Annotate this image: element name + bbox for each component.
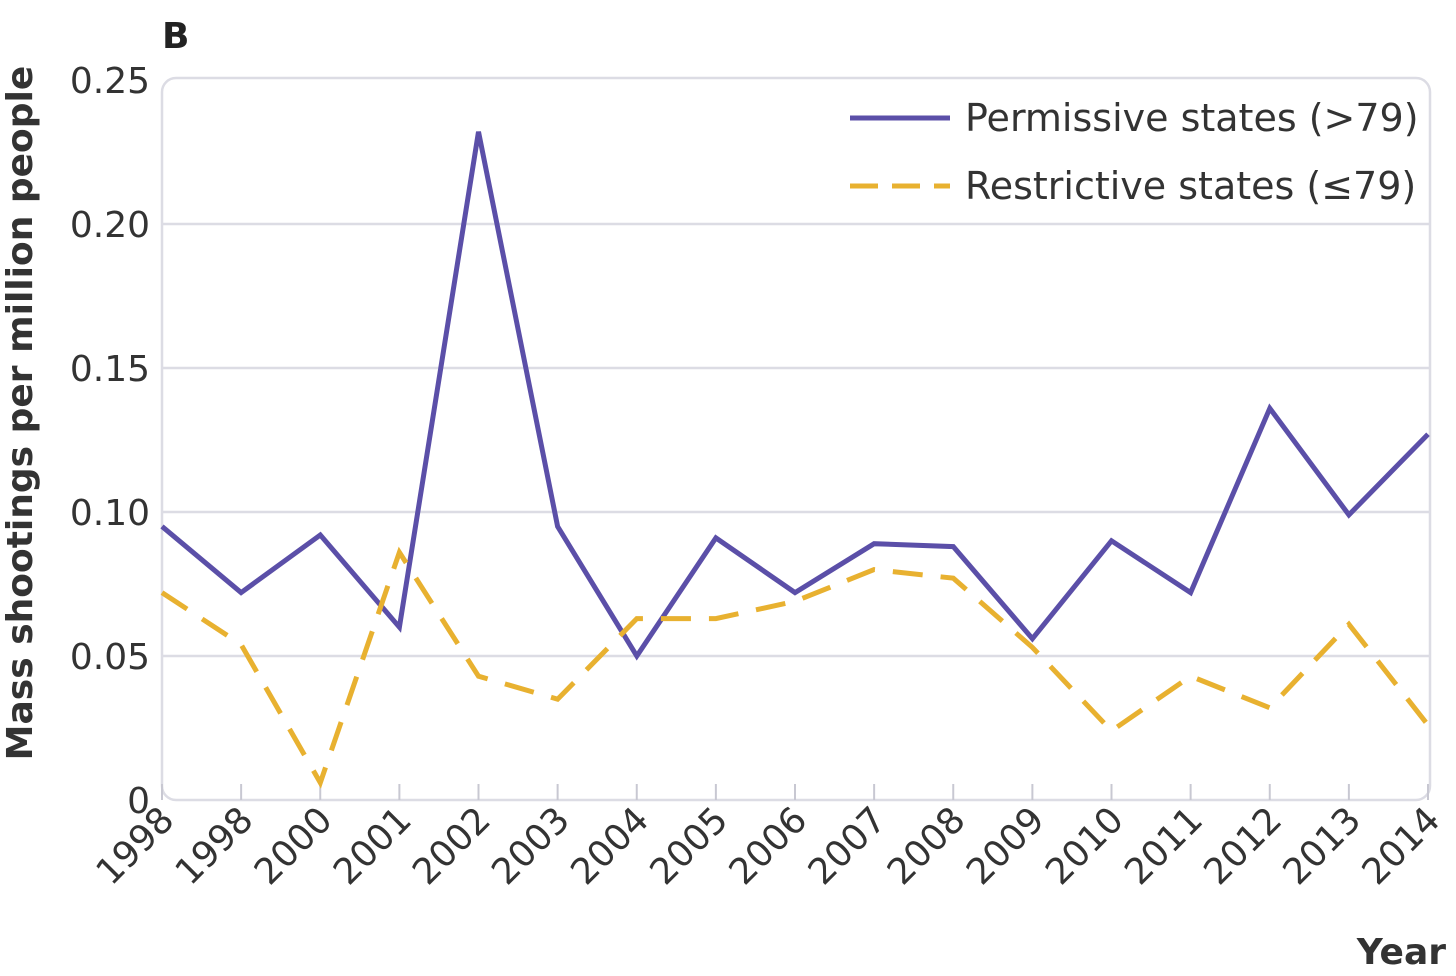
restrictive-states-line (160, 546, 1430, 789)
y-tick-label: 0.20 (70, 205, 150, 246)
x-tick-label: 2005 (642, 799, 736, 893)
x-tick-label: 2012 (1196, 799, 1290, 893)
x-tick-label: 2001 (326, 799, 420, 893)
y-tick-label: 0.15 (70, 349, 150, 390)
y-tick-label: 0 (127, 781, 150, 822)
y-tick-label: 0.10 (70, 493, 150, 534)
x-tick-label: 2004 (563, 799, 657, 893)
legend: Permissive states (>79) Restrictive state… (850, 96, 1419, 208)
panel-label: B (162, 16, 189, 57)
y-axis-tick-labels: 0 0.05 0.10 0.15 0.20 0.25 (70, 61, 150, 822)
series-lines (160, 131, 1430, 789)
x-tick-label: 2006 (722, 799, 816, 893)
permissive-states-line (160, 131, 1430, 661)
x-axis-title: Year (1356, 932, 1446, 973)
legend-label: Restrictive states (≤79) (965, 164, 1416, 208)
x-tick-label: 2013 (1275, 799, 1369, 893)
y-tick-label: 0.05 (70, 637, 150, 678)
x-tick-label: 2014 (1355, 799, 1449, 893)
y-tick-label: 0.25 (70, 61, 150, 102)
y-axis-title: Mass shootings per million people (0, 66, 41, 761)
x-tick-label: 2003 (484, 799, 578, 893)
x-tick-label: 2009 (959, 799, 1053, 893)
x-tick-label: 2010 (1038, 799, 1132, 893)
x-tick-label: 2011 (1117, 799, 1211, 893)
legend-label: Permissive states (>79) (965, 96, 1419, 140)
x-tick-label: 1998 (168, 799, 262, 893)
x-tick-label: 2002 (405, 799, 499, 893)
x-tick-label: 2007 (801, 799, 895, 893)
x-tick-label: 2008 (880, 799, 974, 893)
x-tick-label: 2000 (247, 799, 341, 893)
gridlines (162, 222, 1430, 658)
